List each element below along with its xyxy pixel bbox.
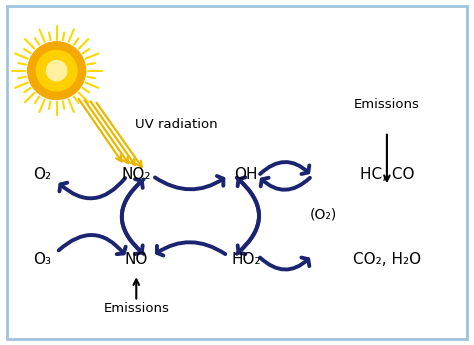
Text: HC, CO: HC, CO: [360, 167, 414, 182]
Ellipse shape: [27, 42, 86, 99]
Text: OH: OH: [235, 167, 258, 182]
Text: O₃: O₃: [34, 252, 52, 267]
Text: Emissions: Emissions: [103, 302, 169, 315]
Text: CO₂, H₂O: CO₂, H₂O: [353, 252, 421, 267]
Text: HO₂: HO₂: [232, 252, 261, 267]
Text: (O₂): (O₂): [310, 208, 337, 222]
Text: Emissions: Emissions: [354, 98, 420, 111]
Text: NO: NO: [125, 252, 148, 267]
Text: UV radiation: UV radiation: [135, 118, 218, 131]
Text: O₂: O₂: [34, 167, 52, 182]
FancyBboxPatch shape: [8, 6, 466, 339]
Ellipse shape: [36, 50, 77, 91]
Ellipse shape: [46, 61, 67, 81]
Text: NO₂: NO₂: [121, 167, 151, 182]
